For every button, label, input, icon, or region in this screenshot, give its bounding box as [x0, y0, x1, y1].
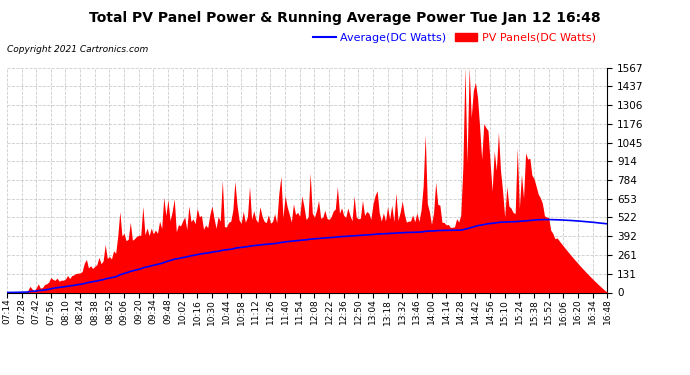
- Text: Total PV Panel Power & Running Average Power Tue Jan 12 16:48: Total PV Panel Power & Running Average P…: [89, 11, 601, 25]
- Legend: Average(DC Watts), PV Panels(DC Watts): Average(DC Watts), PV Panels(DC Watts): [313, 33, 595, 42]
- Text: Copyright 2021 Cartronics.com: Copyright 2021 Cartronics.com: [7, 45, 148, 54]
